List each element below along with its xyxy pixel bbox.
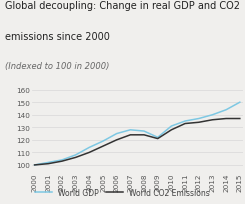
World CO2 Emissions xyxy=(156,138,159,140)
World GDP xyxy=(170,125,173,128)
Line: World GDP: World GDP xyxy=(35,103,240,165)
World CO2 Emissions xyxy=(74,156,77,159)
World GDP xyxy=(156,136,159,139)
World CO2 Emissions xyxy=(143,134,146,136)
World CO2 Emissions xyxy=(33,164,36,166)
World CO2 Emissions xyxy=(61,160,63,163)
World GDP xyxy=(184,120,186,123)
World GDP xyxy=(129,129,132,131)
World GDP xyxy=(88,146,91,149)
Legend: World GDP, World CO2 Emissions: World GDP, World CO2 Emissions xyxy=(32,185,213,200)
World GDP xyxy=(143,130,146,133)
World CO2 Emissions xyxy=(197,121,200,124)
World GDP xyxy=(61,159,63,161)
Text: Global decoupling: Change in real GDP and CO2: Global decoupling: Change in real GDP an… xyxy=(5,1,240,11)
World GDP xyxy=(101,140,104,143)
World GDP xyxy=(33,164,36,166)
World GDP xyxy=(47,161,50,164)
World CO2 Emissions xyxy=(211,119,214,121)
World CO2 Emissions xyxy=(225,118,228,120)
World GDP xyxy=(115,133,118,135)
World GDP xyxy=(238,101,241,104)
World GDP xyxy=(74,154,77,156)
World CO2 Emissions xyxy=(184,123,186,125)
Line: World CO2 Emissions: World CO2 Emissions xyxy=(35,119,240,165)
World GDP xyxy=(211,114,214,116)
World GDP xyxy=(197,118,200,120)
World CO2 Emissions xyxy=(238,118,241,120)
World CO2 Emissions xyxy=(170,129,173,131)
World CO2 Emissions xyxy=(115,139,118,141)
World CO2 Emissions xyxy=(47,163,50,165)
World CO2 Emissions xyxy=(101,145,104,148)
Text: emissions since 2000: emissions since 2000 xyxy=(5,32,110,42)
World CO2 Emissions xyxy=(88,151,91,154)
Text: (Indexed to 100 in 2000): (Indexed to 100 in 2000) xyxy=(5,61,109,70)
World CO2 Emissions xyxy=(129,134,132,136)
World GDP xyxy=(225,109,228,111)
